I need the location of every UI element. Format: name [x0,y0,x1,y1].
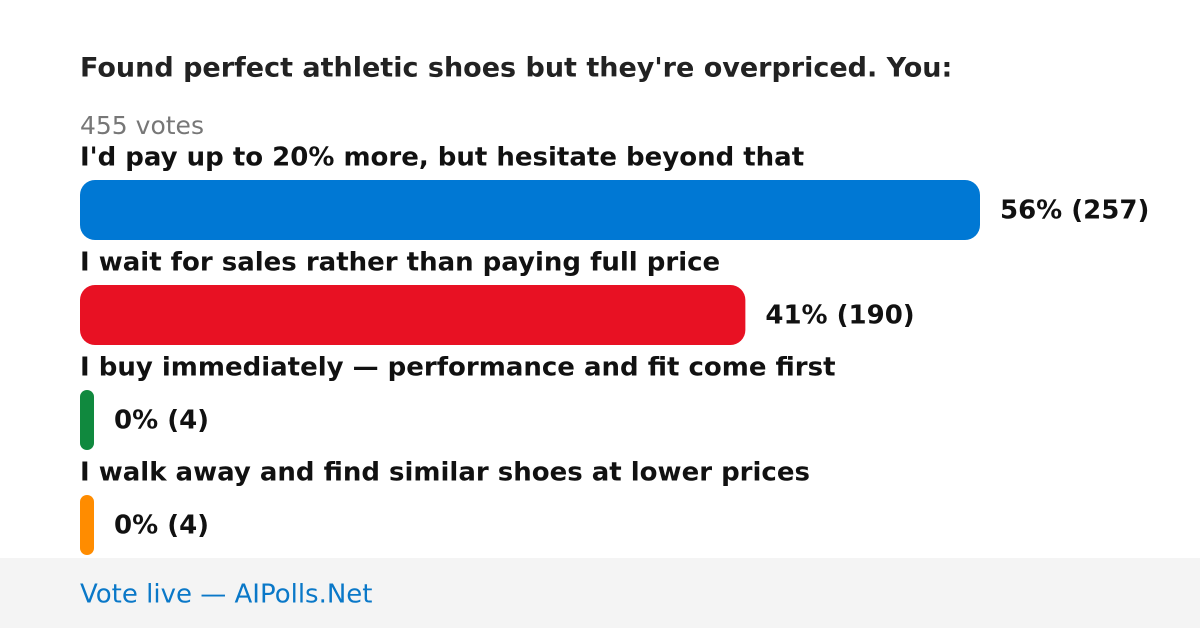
option-label: I'd pay up to 20% more, but hesitate bey… [80,143,804,173]
option-label: I wait for sales rather than paying full… [80,248,720,278]
bar [80,495,95,555]
bar [80,285,746,345]
bar [80,390,95,450]
option-label: I buy immediately — performance and fit … [80,353,836,383]
value-label: 41% (190) [765,301,914,331]
value-label: 0% (4) [114,406,209,436]
option-label: I walk away and find similar shoes at lo… [80,458,810,488]
value-label: 56% (257) [1000,196,1149,226]
poll-title: Found perfect athletic shoes but they're… [80,53,952,84]
footer-bar [0,558,1200,628]
bar [80,180,980,240]
footer-link[interactable]: Vote live — AIPolls.Net [80,580,373,610]
vote-count: 455 votes [80,111,204,140]
value-label: 0% (4) [114,511,209,541]
